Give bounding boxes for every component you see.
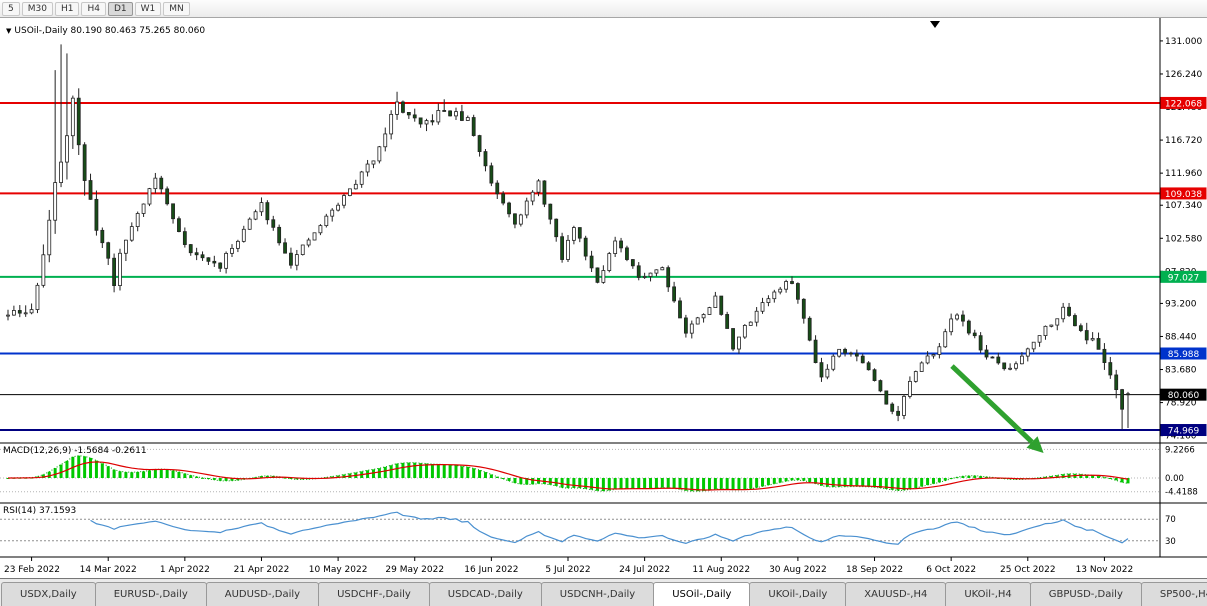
chart-tab-sp500-h4[interactable]: SP500-,H4 (1140, 582, 1207, 606)
price-tick-label: 74.160 (1165, 432, 1197, 442)
price-tick-label: 116.720 (1165, 136, 1202, 146)
svg-text:109.038: 109.038 (1165, 190, 1202, 200)
rsi-line (90, 511, 1129, 545)
date-label: 23 Feb 2022 (4, 565, 60, 575)
chart-ohlc-readout: 80.190 80.463 75.265 80.060 (70, 26, 206, 36)
rsi-axis-label: 70 (1165, 515, 1176, 525)
symbol-dropdown-icon[interactable]: ▼ (6, 27, 12, 35)
svg-text:85.988: 85.988 (1168, 350, 1200, 360)
price-level-badge (1160, 424, 1207, 437)
rsi-name: RSI(14) (3, 506, 37, 516)
price-level-badge (1160, 270, 1207, 283)
date-label: 18 Sep 2022 (846, 565, 903, 575)
date-label: 5 Jul 2022 (545, 565, 590, 575)
date-label: 11 Aug 2022 (692, 565, 750, 575)
price-level-badge (1160, 187, 1207, 200)
chart-tab-ukoil-daily[interactable]: UKOil-,Daily (749, 582, 847, 606)
chart-tab-audusd-daily[interactable]: AUDUSD-,Daily (205, 582, 320, 606)
date-label: 10 May 2022 (309, 565, 368, 575)
macd-label: MACD(12,26,9) -1.5684 -0.2611 (3, 446, 147, 456)
rsi-label: RSI(14) 37.1593 (3, 506, 76, 516)
svg-text:74.969: 74.969 (1168, 427, 1200, 437)
chart-tab-usdcad-daily[interactable]: USDCAD-,Daily (428, 582, 542, 606)
macd-signal-line (7, 461, 1129, 491)
price-tick-label: 126.240 (1165, 70, 1202, 80)
price-tick-label: 102.580 (1165, 234, 1202, 244)
date-label: 30 Aug 2022 (769, 565, 827, 575)
timeframe-button-w1[interactable]: W1 (134, 1, 162, 16)
timeframe-button-h1[interactable]: H1 (54, 1, 80, 16)
price-level-badge (1160, 388, 1207, 401)
timeframe-button-d1[interactable]: D1 (107, 1, 133, 16)
price-tick-label: 111.960 (1165, 169, 1202, 179)
price-tick-label: 78.920 (1165, 399, 1197, 409)
chart-tab-xauusd-h4[interactable]: XAUUSD-,H4 (845, 582, 947, 606)
date-label: 29 May 2022 (385, 565, 444, 575)
price-tick-label: 88.440 (1165, 332, 1197, 342)
macd-axis-label: -4.4188 (1165, 488, 1198, 498)
date-label: 16 Jun 2022 (464, 565, 518, 575)
trend-arrow[interactable] (950, 364, 1044, 454)
timeframe-button-h4[interactable]: H4 (81, 1, 106, 16)
date-label: 6 Oct 2022 (926, 565, 976, 575)
chart-title: ▼ USOil-,Daily 80.190 80.463 75.265 80.06… (6, 26, 205, 36)
date-label: 13 Nov 2022 (1076, 565, 1134, 575)
price-levels (0, 101, 1160, 432)
macd-name: MACD(12,26,9) (3, 446, 72, 456)
timeframe-button-m30[interactable]: M30 (21, 1, 53, 16)
macd-panel (6, 455, 1130, 492)
chart-symbol-label: USOil-,Daily (14, 26, 68, 36)
svg-text:80.060: 80.060 (1168, 391, 1200, 401)
macd-axis-label: 0.00 (1165, 474, 1184, 484)
chart-tab-usoil-daily[interactable]: USOil-,Daily (653, 582, 751, 606)
macd-values: -1.5684 -0.2611 (74, 446, 147, 456)
chart-tab-ukoil-h4[interactable]: UKOil-,H4 (945, 582, 1031, 606)
date-label: 25 Oct 2022 (1000, 565, 1056, 575)
price-tick-label: 83.680 (1165, 366, 1197, 376)
chart-tab-usdchf-daily[interactable]: USDCHF-,Daily (318, 582, 430, 606)
chart-area[interactable]: 131.000126.240121.480116.720111.960107.3… (0, 18, 1207, 578)
chart-tab-usdcnh-daily[interactable]: USDCNH-,Daily (540, 582, 655, 606)
price-level-badge (1160, 96, 1207, 109)
date-label: 1 Apr 2022 (160, 565, 210, 575)
timeframe-button-mn[interactable]: MN (163, 1, 190, 16)
svg-text:97.027: 97.027 (1168, 273, 1200, 283)
chart-tab-eurusd-daily[interactable]: EURUSD-,Daily (94, 582, 207, 606)
price-tick-label: 107.340 (1165, 201, 1202, 211)
macd-axis-label: 9.2266 (1165, 445, 1195, 455)
shift-marker-icon[interactable] (930, 21, 940, 28)
chart-tabs-bar: USDX,Daily EURUSD-,Daily AUDUSD-,Daily USDC… (0, 578, 1207, 606)
timeframe-buttons: 5 M30 H1 H4 D1 W1 MN (2, 1, 192, 16)
chart-tab-usdx-daily[interactable]: USDX,Daily (1, 582, 96, 606)
price-tick-label: 131.000 (1165, 37, 1202, 47)
timeframe-button-5[interactable]: 5 (2, 1, 20, 16)
time-axis: 23 Feb 2022 14 Mar 2022 1 Apr 2022 21 Apr 2… (4, 557, 1133, 575)
price-tick-label: 93.200 (1165, 299, 1197, 309)
rsi-axis-label: 30 (1165, 537, 1176, 547)
date-label: 24 Jul 2022 (619, 565, 670, 575)
date-label: 21 Apr 2022 (234, 565, 290, 575)
svg-text:122.068: 122.068 (1165, 99, 1202, 109)
rsi-value: 37.1593 (38, 506, 77, 516)
price-level-badge (1160, 347, 1207, 360)
timeframe-toolbar: 5 M30 H1 H4 D1 W1 MN (0, 0, 1207, 18)
candles (6, 44, 1130, 430)
chart-tab-gbpusd-daily[interactable]: GBPUSD-,Daily (1029, 582, 1142, 606)
date-label: 14 Mar 2022 (80, 565, 137, 575)
chart-svg[interactable]: 131.000126.240121.480116.720111.960107.3… (0, 18, 1207, 578)
